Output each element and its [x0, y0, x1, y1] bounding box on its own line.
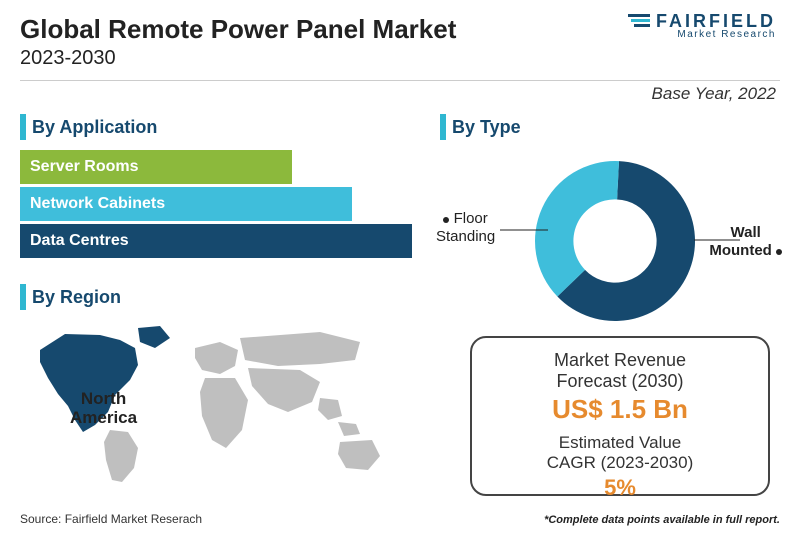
section-label-type: By Type — [452, 117, 521, 138]
bar-segment: Server Rooms — [20, 150, 292, 184]
section-head-application: By Application — [20, 114, 420, 140]
disclaimer-footnote: *Complete data points available in full … — [544, 514, 780, 526]
bar-segment: Data Centres — [20, 224, 412, 258]
region-map: NorthAmerica — [20, 320, 420, 495]
forecast-cagr-label-2: CAGR (2023-2030) — [482, 453, 758, 473]
forecast-revenue-label-1: Market Revenue — [482, 350, 758, 371]
section-label-region: By Region — [32, 287, 121, 308]
accent-bar-icon — [440, 114, 446, 140]
source-footnote: Source: Fairfield Market Reserach — [20, 512, 202, 526]
donut-leader-lines — [440, 150, 780, 340]
forecast-revenue-label-2: Forecast (2030) — [482, 371, 758, 392]
logo-text-main: FAIRFIELD — [656, 12, 776, 30]
accent-bar-icon — [20, 284, 26, 310]
accent-bar-icon — [20, 114, 26, 140]
forecast-cagr-label-1: Estimated Value — [482, 433, 758, 453]
page-subtitle: 2023-2030 — [20, 47, 780, 70]
type-donut-chart: FloorStanding WallMounted — [440, 150, 780, 340]
brand-logo: FAIRFIELD Market Research — [628, 12, 776, 40]
application-bar-chart: Server RoomsNetwork CabinetsData Centres — [20, 150, 420, 258]
bar-segment: Network Cabinets — [20, 187, 352, 221]
forecast-box: Market Revenue Forecast (2030) US$ 1.5 B… — [470, 336, 770, 496]
logo-bars-icon — [628, 14, 650, 28]
logo-text-sub: Market Research — [628, 30, 776, 40]
section-head-region: By Region — [20, 284, 420, 310]
forecast-cagr-value: 5% — [482, 475, 758, 501]
section-label-application: By Application — [32, 117, 157, 138]
region-highlight-label: NorthAmerica — [70, 390, 137, 427]
section-head-type: By Type — [440, 114, 780, 140]
forecast-revenue-value: US$ 1.5 Bn — [482, 394, 758, 425]
header-divider — [20, 80, 780, 81]
